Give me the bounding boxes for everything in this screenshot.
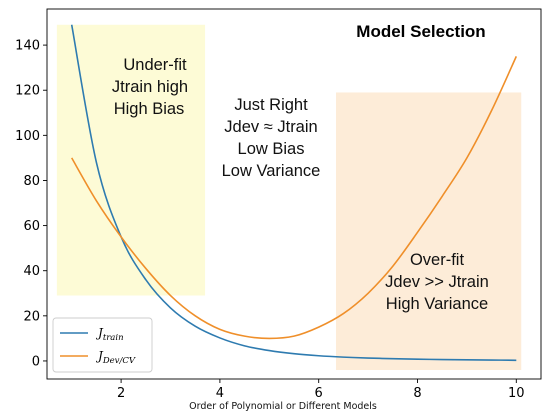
- x-tick-label: 10: [508, 386, 525, 401]
- legend-label-dev-main: J: [95, 349, 104, 363]
- y-tick-label: 120: [15, 84, 40, 99]
- overfit-label-line-3: High Variance: [386, 295, 488, 313]
- y-tick-label: 80: [23, 174, 40, 189]
- plot-frame: [46, 8, 542, 380]
- overfit-label-line-1: Over-fit: [410, 251, 465, 269]
- legend-box: [52, 317, 153, 373]
- just-right-annotation: Just Right Jdev ≈ Jtrain Low Bias Low Va…: [222, 96, 321, 180]
- just-right-label-line-3: Low Bias: [238, 140, 305, 158]
- y-tick-label: 60: [23, 219, 40, 234]
- y-tick-label: 20: [23, 309, 40, 324]
- x-tick-label: 8: [413, 386, 421, 401]
- legend: Jtrain JDev/CV: [52, 317, 153, 373]
- y-tick-label: 0: [32, 354, 40, 369]
- x-tick-label: 6: [315, 386, 323, 401]
- underfit-label-line-2: Jtrain high: [112, 78, 188, 96]
- x-axis-label: Order of Polynomial or Different Models: [189, 401, 377, 412]
- legend-label-train: Jtrain: [95, 326, 124, 343]
- chart-title: Model Selection: [356, 22, 485, 41]
- series-line-train: [70, 24, 517, 362]
- underfit-label-line-1: Under-fit: [123, 56, 187, 74]
- x-tick-label: 2: [117, 386, 125, 401]
- underfit-label-line-3: High Bias: [114, 100, 185, 118]
- overfit-label-line-2: Jdev >> Jtrain: [385, 273, 489, 291]
- y-tick-label: 140: [15, 39, 40, 54]
- overfit-region: [335, 92, 522, 370]
- just-right-label-line-2: Jdev ≈ Jtrain: [224, 118, 317, 136]
- x-tick-label: 4: [216, 386, 224, 401]
- legend-label-train-sub: train: [103, 333, 124, 343]
- series-line-dev-cv: [71, 56, 518, 340]
- y-tick-label: 40: [23, 264, 40, 279]
- legend-label-train-main: J: [95, 326, 104, 340]
- just-right-label-line-4: Low Variance: [222, 162, 321, 180]
- legend-label-dev-sub: Dev/CV: [102, 356, 136, 366]
- overfit-annotation: Over-fit Jdev >> Jtrain High Variance: [385, 251, 489, 313]
- underfit-annotation: Under-fit Jtrain high High Bias: [112, 56, 188, 118]
- just-right-label-line-1: Just Right: [234, 96, 308, 114]
- y-tick-label: 100: [15, 129, 40, 144]
- series-lines: [70, 24, 518, 362]
- shaded-regions: [56, 24, 522, 370]
- legend-label-dev: JDev/CV: [95, 349, 136, 366]
